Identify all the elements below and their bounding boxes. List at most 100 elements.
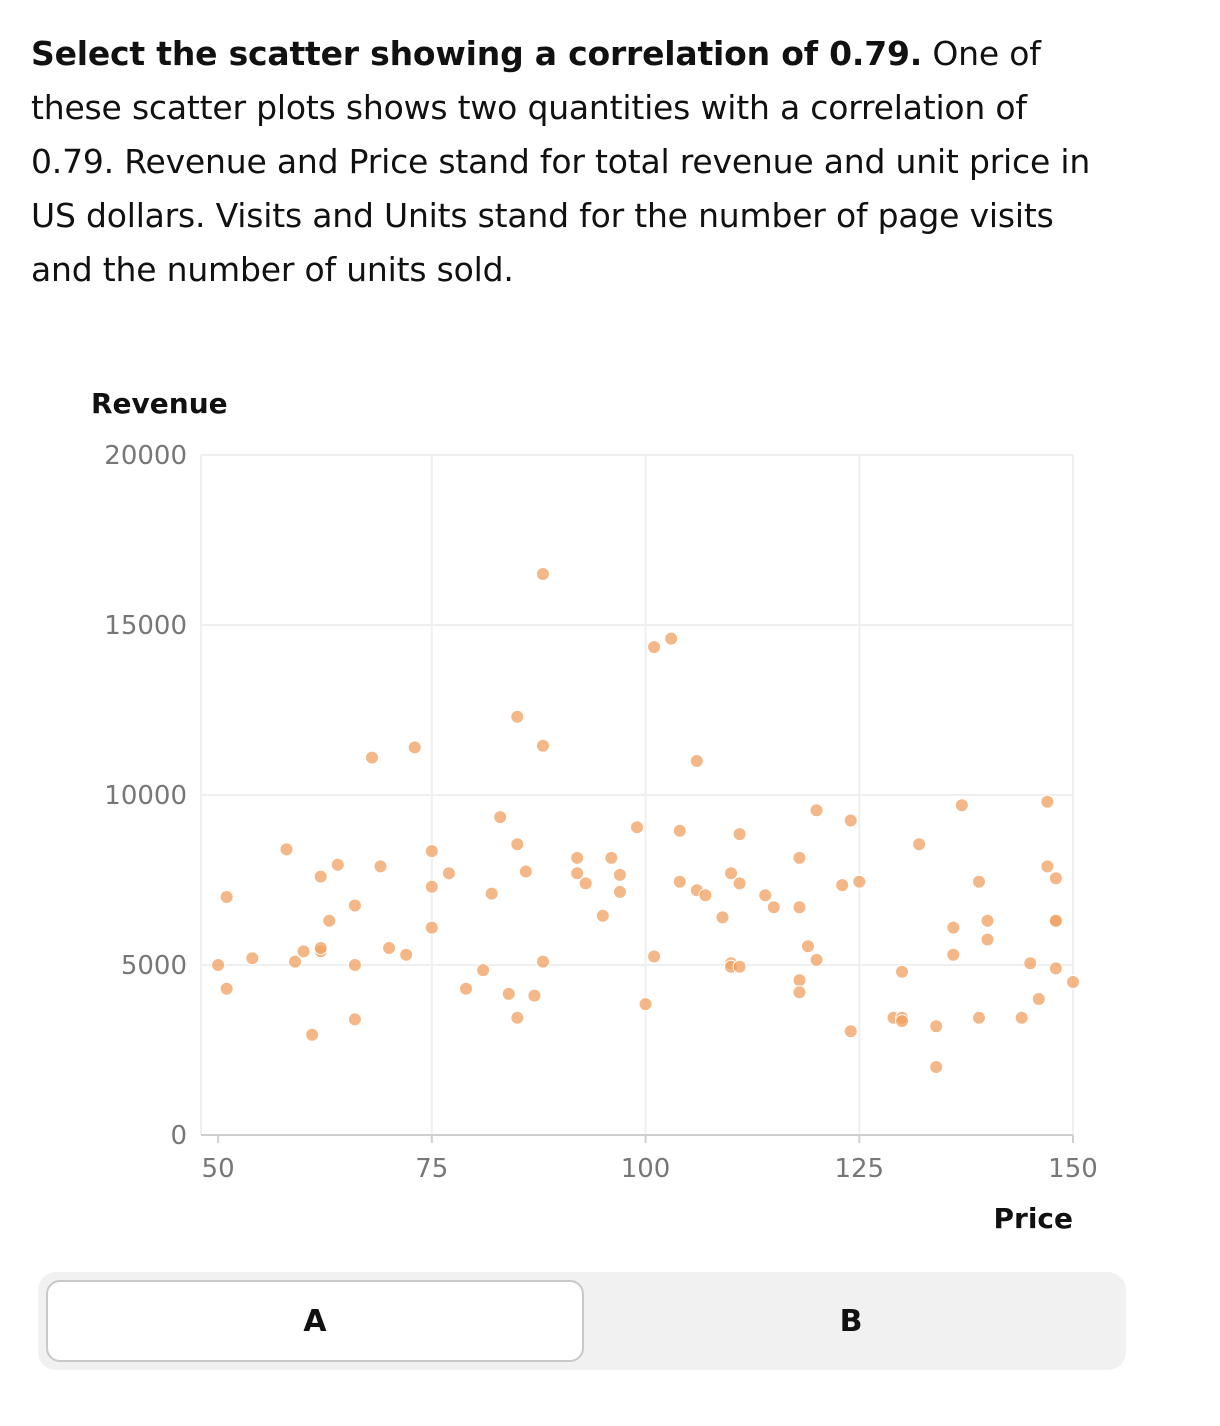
scatter-point [1066,975,1080,989]
scatter-point [647,640,662,655]
question-prompt-bold: Select the scatter showing a correlation… [31,34,923,73]
scatter-point [510,837,525,852]
scatter-point [382,941,397,955]
scatter-point [766,900,781,915]
scatter-point [792,985,807,1000]
option-b-button[interactable]: B [839,1303,863,1339]
scatter-point [980,913,995,928]
scatter-point [612,884,627,899]
scatter-point [954,798,969,813]
scatter-point [510,1010,525,1025]
scatter-point [792,900,807,915]
x-tick-label: 100 [621,1154,671,1184]
scatter-point [946,920,961,935]
scatter-point [399,947,414,962]
scatter-point [852,874,867,889]
scatter-point [1048,961,1063,976]
scatter-point [211,958,226,972]
scatter-point [373,859,388,874]
scatter-point [1031,992,1046,1006]
scatter-point [792,850,807,865]
scatter-point [476,963,491,978]
scatter-point [732,827,747,842]
scatter-point [322,913,337,928]
scatter-point [347,1012,362,1027]
scatter-point [604,850,619,865]
scatter-point [1023,956,1038,971]
scatter-point [493,810,508,825]
x-tick-label: 150 [1048,1154,1098,1184]
scatter-point [441,866,456,881]
option-a-button[interactable]: A [46,1280,584,1362]
scatter-point [843,813,858,828]
scatter-chart: 0 5000 10000 15000 20000 50 75 100 125 150 Reven… [91,387,1098,1235]
scatter-point [305,1027,320,1042]
scatter-point [527,988,542,1003]
x-tick-label: 125 [834,1154,884,1184]
scatter-point [929,1019,944,1034]
scatter-point [219,890,234,904]
scatter-point [664,631,679,646]
answer-toggle: A B [38,1272,1126,1370]
scatter-point [672,874,687,889]
x-tick-label: 75 [415,1154,448,1184]
x-axis: 50 75 100 125 150 [201,1134,1098,1184]
scatter-point [912,837,927,852]
scatter-point [792,973,807,988]
scatter-point [570,850,585,865]
scatter-point [946,947,961,962]
scatter-point [424,920,439,935]
scatter-point [535,738,550,753]
scatter-point [313,869,328,884]
scatter-point [330,857,345,872]
scatter-point [535,567,550,581]
scatter-point [1048,913,1063,928]
scatter-point [689,754,704,768]
scatter-point [424,879,439,894]
scatter-point [715,910,730,925]
scatter-point [279,842,294,857]
scatter-point [288,954,303,969]
scatter-point [698,888,713,903]
scatter-point [758,888,773,903]
y-axis-title: Revenue [91,387,228,420]
y-tick-label: 20000 [104,441,187,471]
question-prompt-text: One of these scatter plots shows two qua… [31,34,1091,289]
scatter-point [672,823,687,838]
scatter-point [347,898,362,913]
question-prompt: Select the scatter showing a correlation… [31,27,1111,297]
scatter-point [843,1024,858,1039]
scatter-point [501,986,516,1001]
y-axis: 0 5000 10000 15000 20000 [104,441,187,1151]
scatter-point [364,750,379,765]
scatter-point [800,939,815,954]
scatter-point [647,949,662,964]
grid-lines [200,454,1074,1135]
scatter-point [980,932,995,947]
scatter-point [971,874,986,889]
scatter-point [1040,859,1055,874]
scatter-point [570,866,585,881]
x-tick-label: 50 [202,1154,235,1184]
scatter-point [535,954,550,969]
scatter-point [578,876,593,891]
y-tick-label: 10000 [104,781,187,811]
scatter-point [1040,794,1055,809]
scatter-point [724,866,739,881]
scatter-point [971,1010,986,1025]
scatter-point [459,981,474,996]
scatter-point [732,959,747,974]
scatter-point [612,867,627,882]
scatter-point [1048,871,1063,886]
y-tick-label: 5000 [121,951,187,981]
scatter-point [296,944,311,959]
scatter-point [835,878,850,893]
scatter-point [732,876,747,891]
scatter-point [510,709,525,724]
scatter-point [595,908,610,923]
scatter-point [424,844,439,859]
scatter-point [407,740,422,755]
scatter-point [638,997,653,1012]
y-tick-label: 15000 [104,611,187,641]
scatter-point [630,820,644,835]
